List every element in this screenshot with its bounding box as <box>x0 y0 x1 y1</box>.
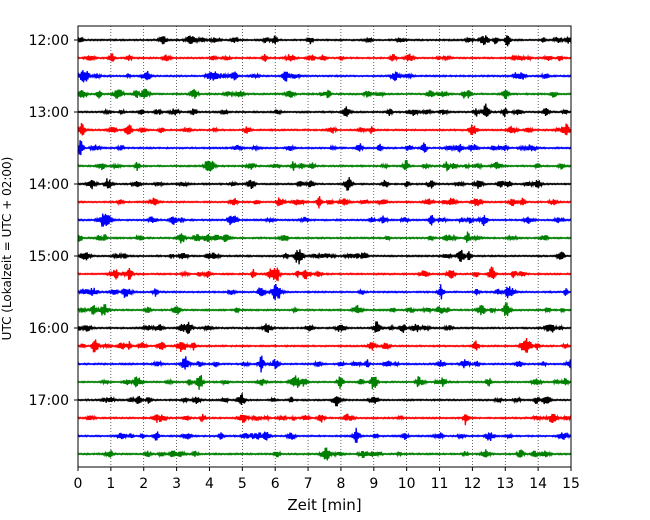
x-tick-label: 5 <box>238 476 247 492</box>
trace-1200 <box>77 35 572 47</box>
y-tick-label: 15:00 <box>29 249 69 265</box>
x-tick-label: 15 <box>562 476 580 492</box>
y-tick-label: 12:00 <box>29 33 69 49</box>
trace-1630 <box>77 355 572 373</box>
trace-1515 <box>77 266 572 282</box>
trace-1545 <box>77 302 572 317</box>
x-tick-label: 6 <box>271 476 280 492</box>
y-tick-label: 17:00 <box>29 393 69 409</box>
seismic-traces <box>77 35 572 461</box>
trace-1215 <box>77 53 572 62</box>
trace-1615 <box>77 337 572 353</box>
trace-1415 <box>77 196 572 209</box>
trace-1230 <box>77 70 572 83</box>
y-axis-ticks: 12:00 13:00 14:00 15:00 16:00 17:00 <box>29 33 78 409</box>
x-tick-label: 2 <box>139 476 148 492</box>
x-axis-label: Zeit [min] <box>287 496 361 514</box>
x-tick-label: 3 <box>172 476 181 492</box>
trace-1645 <box>77 374 572 390</box>
trace-1345 <box>77 160 572 172</box>
trace-1730 <box>77 427 572 444</box>
trace-1700 <box>77 393 572 407</box>
x-tick-label: 11 <box>431 476 449 492</box>
trace-1330 <box>77 140 572 156</box>
y-tick-label: 13:00 <box>29 105 69 121</box>
x-tick-label: 13 <box>496 476 514 492</box>
x-tick-label: 7 <box>304 476 313 492</box>
x-tick-label: 9 <box>369 476 378 492</box>
x-tick-label: 1 <box>106 476 115 492</box>
x-tick-label: 0 <box>74 476 83 492</box>
x-tick-label: 4 <box>205 476 214 492</box>
trace-1430 <box>77 213 572 227</box>
trace-1530 <box>77 283 572 301</box>
x-tick-label: 10 <box>398 476 416 492</box>
trace-1315 <box>77 122 572 136</box>
y-axis-label: UTC (Lokalzeit = UTC + 02:00) <box>0 157 14 341</box>
y-tick-label: 16:00 <box>29 321 69 337</box>
y-tick-label: 14:00 <box>29 177 69 193</box>
trace-1445 <box>77 231 572 244</box>
x-axis-ticks: 0 1 2 3 4 5 6 7 8 9 10 11 12 13 14 15 <box>74 467 580 492</box>
trace-1715 <box>77 413 572 426</box>
trace-1600 <box>77 321 572 335</box>
x-tick-label: 12 <box>463 476 481 492</box>
plot-frame <box>77 25 572 468</box>
trace-1400 <box>77 177 572 191</box>
trace-1745 <box>77 447 572 461</box>
x-tick-label: 8 <box>336 476 345 492</box>
trace-1300 <box>77 103 572 118</box>
trace-1500 <box>77 249 572 265</box>
x-tick-label: 14 <box>529 476 547 492</box>
trace-1245 <box>77 88 572 100</box>
